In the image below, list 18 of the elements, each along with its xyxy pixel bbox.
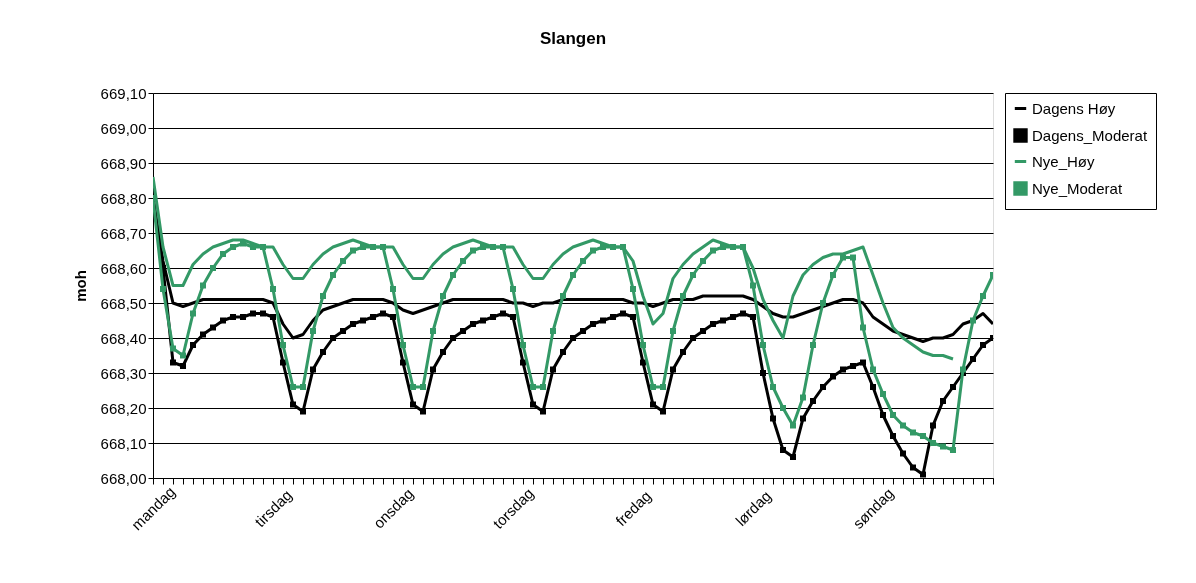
y-tick-label: 669,10 — [100, 84, 147, 102]
y-tick-label: 668,00 — [100, 469, 147, 487]
y-tick-label: 668,70 — [100, 224, 147, 242]
y-tick-label: 669,00 — [100, 119, 147, 137]
y-tick-label: 668,90 — [100, 154, 147, 172]
legend-label: Dagens_Moderat — [1032, 126, 1148, 144]
y-tick-label: 668,10 — [100, 434, 147, 452]
y-tick-label: 668,50 — [100, 294, 147, 312]
y-tick-label: 668,80 — [100, 189, 147, 207]
legend-label: Dagens Høy — [1032, 99, 1116, 117]
y-tick-label: 668,20 — [100, 399, 147, 417]
y-axis-title: moh — [71, 270, 89, 302]
legend-label: Nye_Moderat — [1032, 179, 1123, 197]
y-tick-label: 668,40 — [100, 329, 147, 347]
y-tick-label: 668,60 — [100, 259, 147, 277]
chart-title: Slangen — [539, 29, 607, 48]
y-tick-label: 668,30 — [100, 364, 147, 382]
legend-label: Nye_Høy — [1032, 152, 1096, 170]
